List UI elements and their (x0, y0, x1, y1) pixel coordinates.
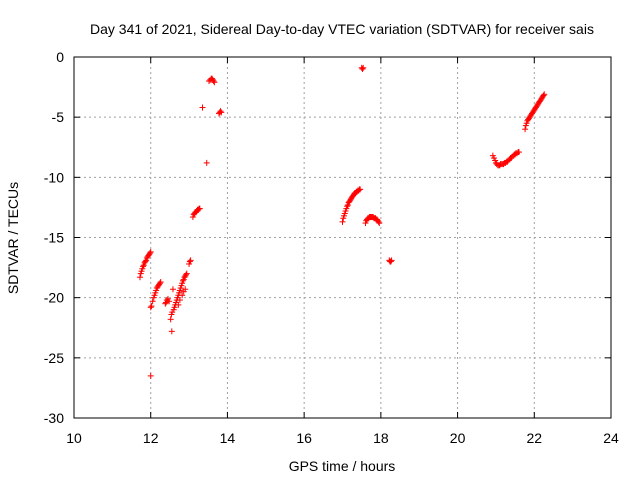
grid (74, 57, 611, 418)
data-point (183, 270, 190, 277)
data-point (146, 250, 153, 257)
data-point (540, 92, 547, 99)
data-point (183, 271, 190, 278)
data-point (168, 328, 175, 335)
data-point (357, 186, 364, 193)
y-tick-label: -30 (44, 410, 64, 426)
y-tick-label: -20 (44, 290, 64, 306)
data-point (203, 159, 210, 166)
data-point (142, 258, 149, 265)
data-point (522, 126, 529, 133)
data-point (156, 280, 163, 287)
x-tick-label: 16 (296, 430, 312, 446)
data-point (147, 304, 154, 311)
data-point (211, 79, 218, 86)
x-tick-label: 20 (450, 430, 466, 446)
data-point (187, 257, 194, 264)
y-tick-labels: 0 -5 -10 -15 -20 -25 -30 (44, 49, 64, 426)
y-tick-label: -10 (44, 169, 64, 185)
data-point (199, 104, 206, 111)
data-point (149, 298, 156, 305)
data-point (167, 316, 174, 323)
data-point (166, 298, 173, 305)
y-axis-label: SDTVAR / TECUs (5, 182, 21, 294)
data-point (359, 66, 366, 73)
x-tick-label: 24 (603, 430, 619, 446)
data-point (169, 286, 176, 293)
y-tick-label: 0 (56, 49, 64, 65)
data-point (339, 218, 346, 225)
data-point (162, 300, 169, 307)
data-point (196, 205, 203, 212)
data-point (376, 220, 383, 227)
x-tick-labels: 10 12 14 16 18 20 22 24 (66, 430, 619, 446)
x-tick-label: 12 (143, 430, 159, 446)
chart-title: Day 341 of 2021, Sidereal Day-to-day VTE… (90, 21, 594, 37)
data-point (175, 301, 182, 308)
data-point (344, 203, 351, 210)
data-point (176, 297, 183, 304)
x-tick-label: 22 (526, 430, 542, 446)
x-tick-label: 14 (220, 430, 236, 446)
y-tick-label: -25 (44, 350, 64, 366)
y-tick-label: -5 (52, 109, 65, 125)
data-point (375, 218, 382, 225)
y-tick-label: -15 (44, 230, 64, 246)
plot-frame (73, 56, 612, 419)
data-point (388, 257, 395, 264)
data-point (140, 263, 147, 270)
data-point (186, 258, 193, 265)
data-point (157, 279, 164, 286)
x-tick-label: 10 (66, 430, 82, 446)
x-axis-label: GPS time / hours (289, 458, 396, 474)
data-point (210, 78, 217, 85)
data-point (387, 258, 394, 265)
data-point (541, 91, 548, 98)
x-tick-label: 18 (373, 430, 389, 446)
data-point (360, 64, 367, 71)
data-point (515, 149, 522, 156)
data-point (179, 292, 186, 299)
data-point (218, 109, 225, 116)
data-point (179, 277, 186, 284)
data-point (148, 303, 155, 310)
data-point (217, 108, 224, 115)
data-point (147, 372, 154, 379)
data-point (182, 286, 189, 293)
data-point (147, 248, 154, 255)
data-points (136, 64, 548, 379)
data-point (136, 274, 143, 281)
